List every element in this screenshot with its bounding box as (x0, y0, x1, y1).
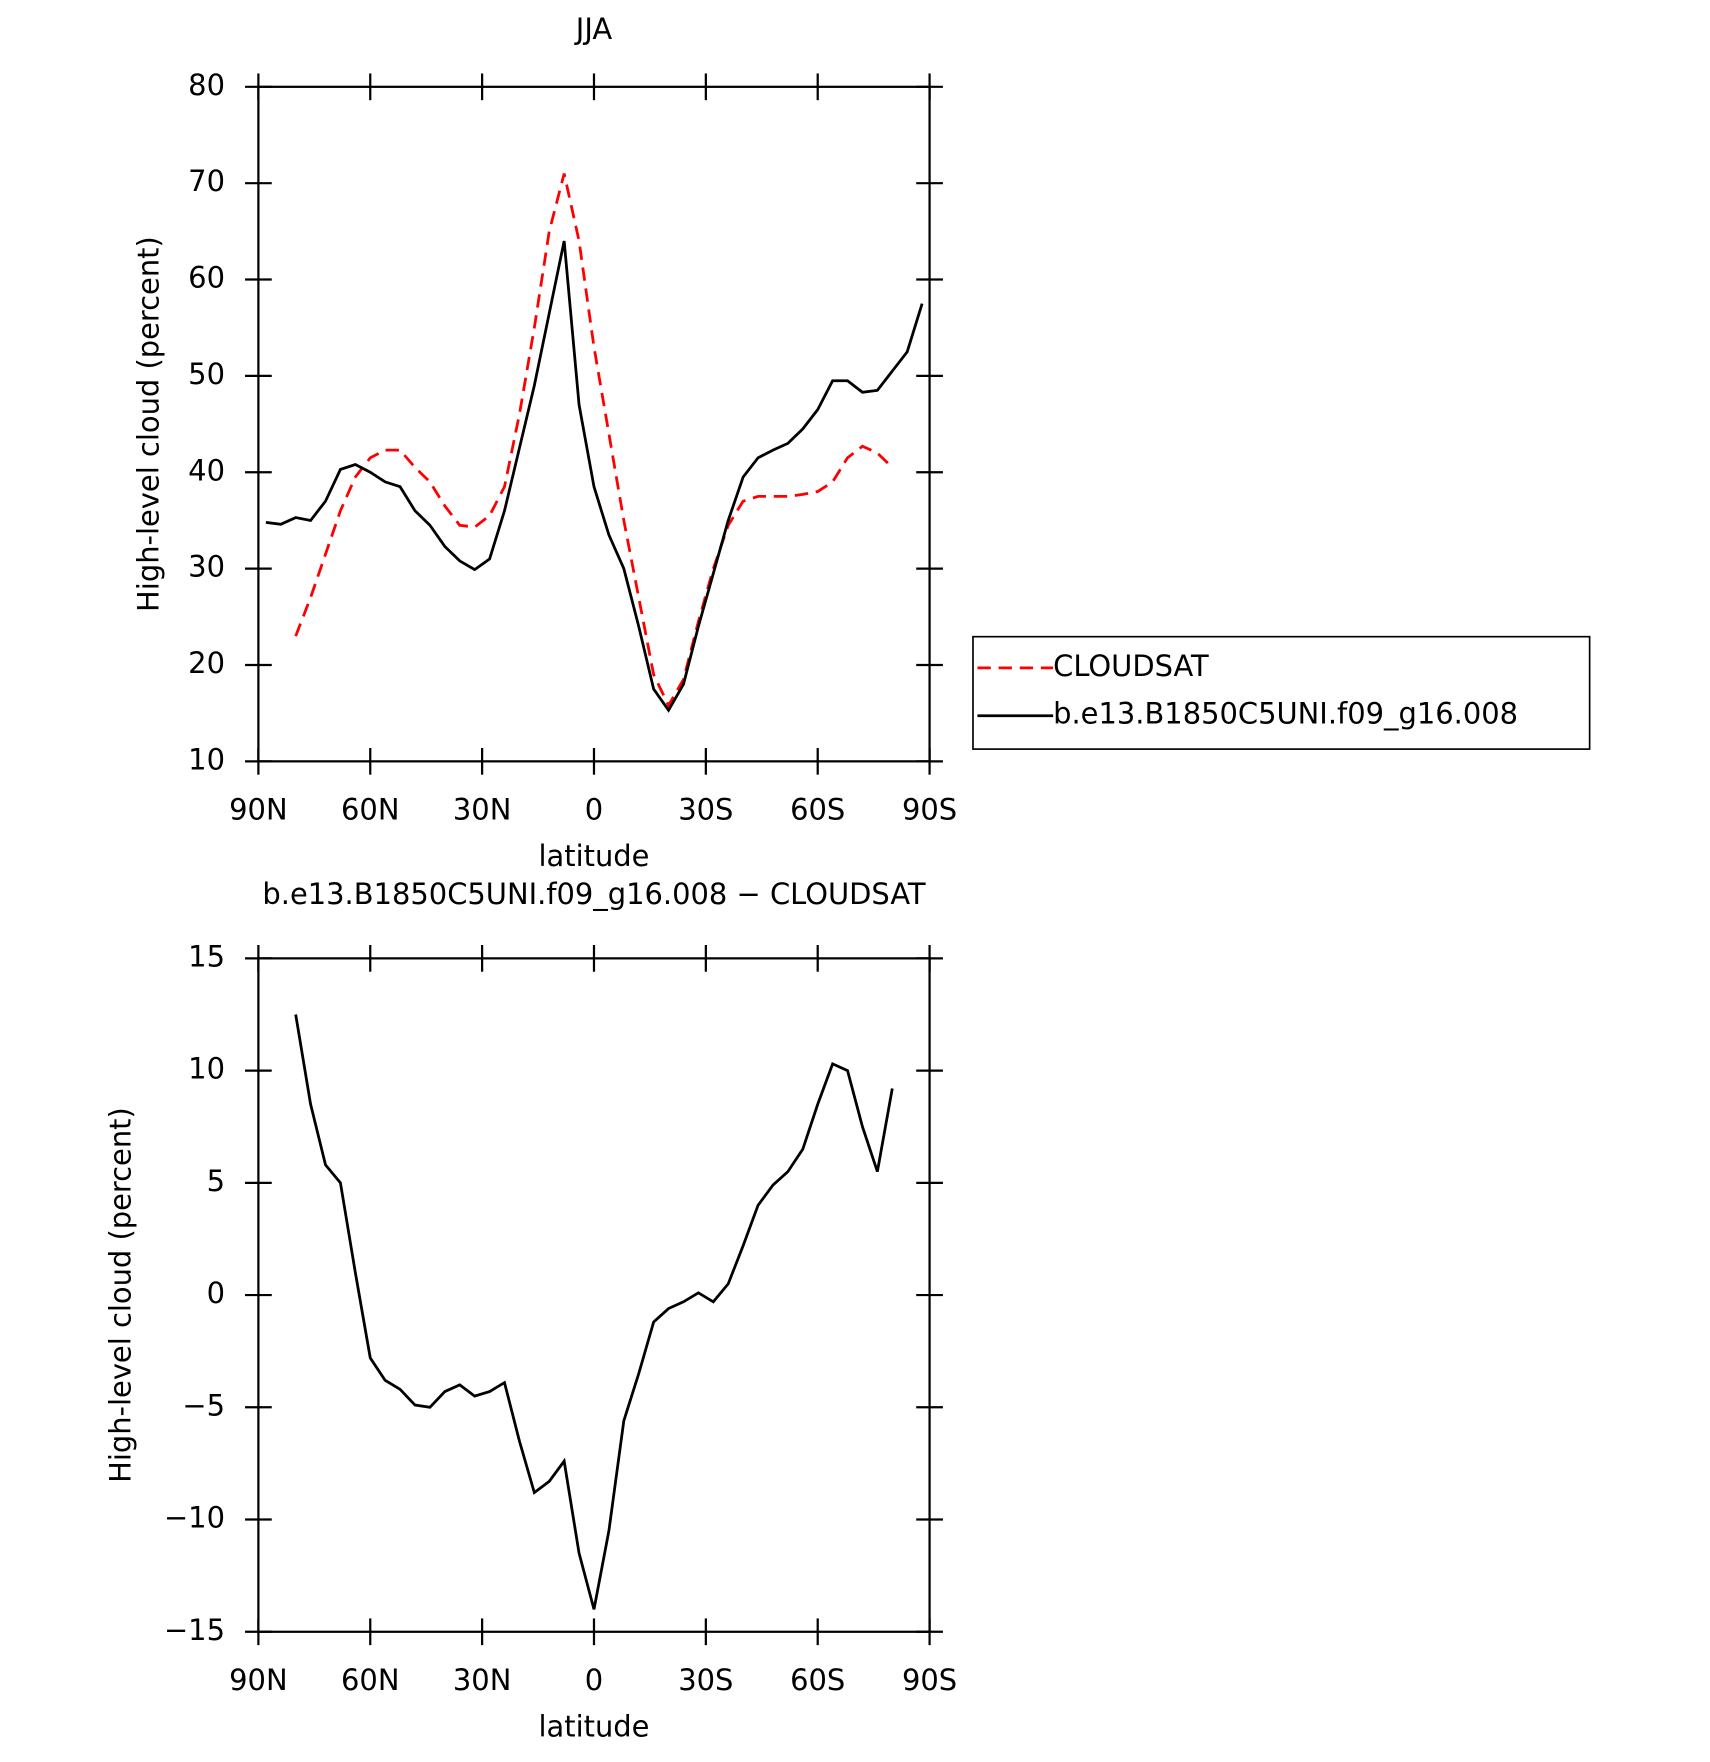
y-axis-label: High-level cloud (percent) (104, 1107, 138, 1483)
x-axis-label: latitude (538, 839, 649, 873)
chart-title: b.e13.B1850C5UNI.f09_g16.008 − CLOUDSAT (262, 877, 925, 911)
x-tick-label: 30N (453, 1663, 511, 1697)
y-tick-label: 50 (188, 357, 225, 391)
x-tick-label: 30N (453, 792, 511, 826)
y-tick-label: −5 (182, 1388, 225, 1422)
y-tick-label: 15 (188, 939, 225, 973)
y-tick-label: 20 (188, 646, 225, 680)
x-tick-label: 90N (229, 792, 287, 826)
y-tick-label: 10 (188, 742, 225, 776)
legend-label: CLOUDSAT (1053, 649, 1209, 683)
x-tick-label: 90N (229, 1663, 287, 1697)
x-tick-label: 90S (902, 1663, 957, 1697)
legend-label: b.e13.B1850C5UNI.f09_g16.008 (1053, 697, 1518, 731)
y-tick-label: 30 (188, 550, 225, 584)
x-tick-label: 30S (678, 1663, 733, 1697)
chart-title: JJA (574, 12, 613, 46)
y-tick-label: 40 (188, 453, 225, 487)
line-series (294, 173, 894, 709)
x-tick-label: 30S (678, 792, 733, 826)
legend-box (972, 635, 1591, 750)
y-tick-label: −10 (164, 1501, 225, 1535)
x-tick-label: 60N (341, 1663, 399, 1697)
y-tick-label: −15 (164, 1613, 225, 1647)
line-series (265, 240, 924, 713)
y-tick-label: 0 (207, 1276, 225, 1310)
x-axis-label: latitude (538, 1710, 649, 1744)
y-tick-label: 10 (188, 1052, 225, 1086)
x-tick-label: 0 (585, 792, 603, 826)
y-tick-label: 80 (188, 68, 225, 102)
x-tick-label: 60N (341, 792, 399, 826)
y-tick-label: 60 (188, 261, 225, 295)
x-tick-label: 60S (790, 792, 845, 826)
y-tick-label: 5 (207, 1164, 225, 1198)
y-tick-label: 70 (188, 164, 225, 198)
line-series (294, 1014, 894, 1610)
x-tick-label: 90S (902, 792, 957, 826)
y-axis-label: High-level cloud (percent) (131, 236, 165, 612)
x-tick-label: 60S (790, 1663, 845, 1697)
x-tick-label: 0 (585, 1663, 603, 1697)
plot-frame (257, 85, 931, 763)
